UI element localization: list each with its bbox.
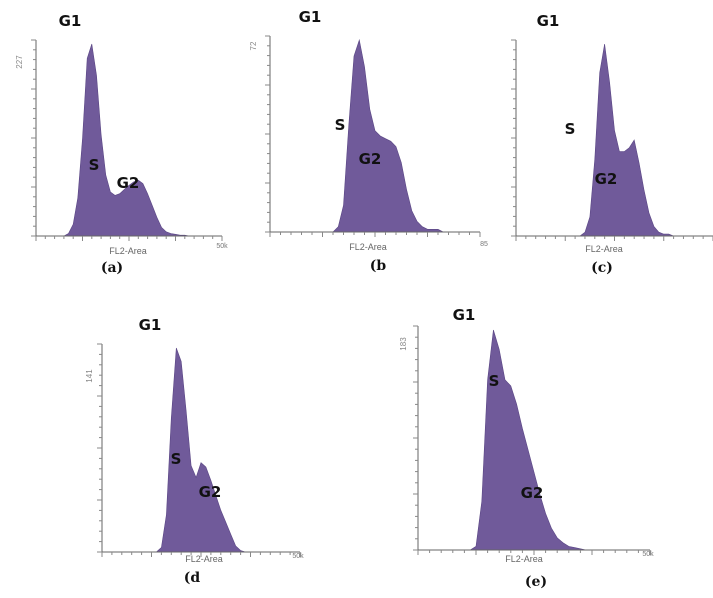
peak-label-s: S: [335, 116, 346, 134]
histogram-area: [270, 38, 480, 233]
panel-label: (b: [370, 258, 387, 274]
peak-label-s: S: [489, 372, 500, 390]
histogram-area: [516, 43, 713, 237]
peak-label-g2: G2: [117, 174, 140, 192]
y-max-label: 141: [85, 369, 94, 383]
x-axis-label: FL2-Area: [109, 246, 147, 256]
y-max-label: 72: [249, 41, 258, 50]
histogram-panel: 183 50k FL2-Area G1 S G2 (e): [399, 306, 654, 590]
peak-label-g1: G1: [139, 316, 162, 334]
peak-label-g2: G2: [199, 483, 222, 501]
histogram-panel: 227 50k FL2-Area G1 S G2 (a): [15, 12, 228, 276]
peak-label-g2: G2: [359, 150, 382, 168]
x-axis-label: FL2-Area: [505, 554, 543, 564]
peak-label-g2: G2: [595, 170, 618, 188]
peak-label-g1: G1: [59, 12, 82, 30]
panel-label: (e): [525, 574, 547, 590]
x-max-label: 50k: [292, 553, 304, 560]
x-max-label: 50k: [216, 243, 228, 250]
peak-label-s: S: [89, 156, 100, 174]
peak-label-s: S: [565, 120, 576, 138]
panel-label: (d: [184, 570, 201, 586]
x-max-label: 50k: [642, 551, 654, 558]
peak-label-g2: G2: [521, 484, 544, 502]
histogram-area: [418, 329, 650, 551]
histogram-panel: FL2-Area G1 S G2 (c): [511, 12, 713, 276]
histogram-panel: 141 50k FL2-Area G1 S G2 (d: [85, 316, 304, 586]
x-axis-label: FL2-Area: [349, 242, 387, 252]
histogram-area: [36, 43, 222, 237]
x-max-label: 85: [480, 241, 488, 248]
peak-label-g1: G1: [299, 8, 322, 26]
histogram-panel: 72 85 FL2-Area G1 S G2 (b: [249, 8, 488, 274]
panel-label: (a): [101, 260, 123, 276]
x-axis-label: FL2-Area: [585, 244, 623, 254]
peak-label-g1: G1: [453, 306, 476, 324]
y-max-label: 183: [399, 337, 408, 351]
peak-label-s: S: [171, 450, 182, 468]
histogram-area: [102, 347, 300, 553]
y-max-label: 227: [15, 55, 24, 69]
peak-label-g1: G1: [537, 12, 560, 30]
panel-label: (c): [591, 260, 613, 276]
x-axis-label: FL2-Area: [185, 554, 223, 564]
